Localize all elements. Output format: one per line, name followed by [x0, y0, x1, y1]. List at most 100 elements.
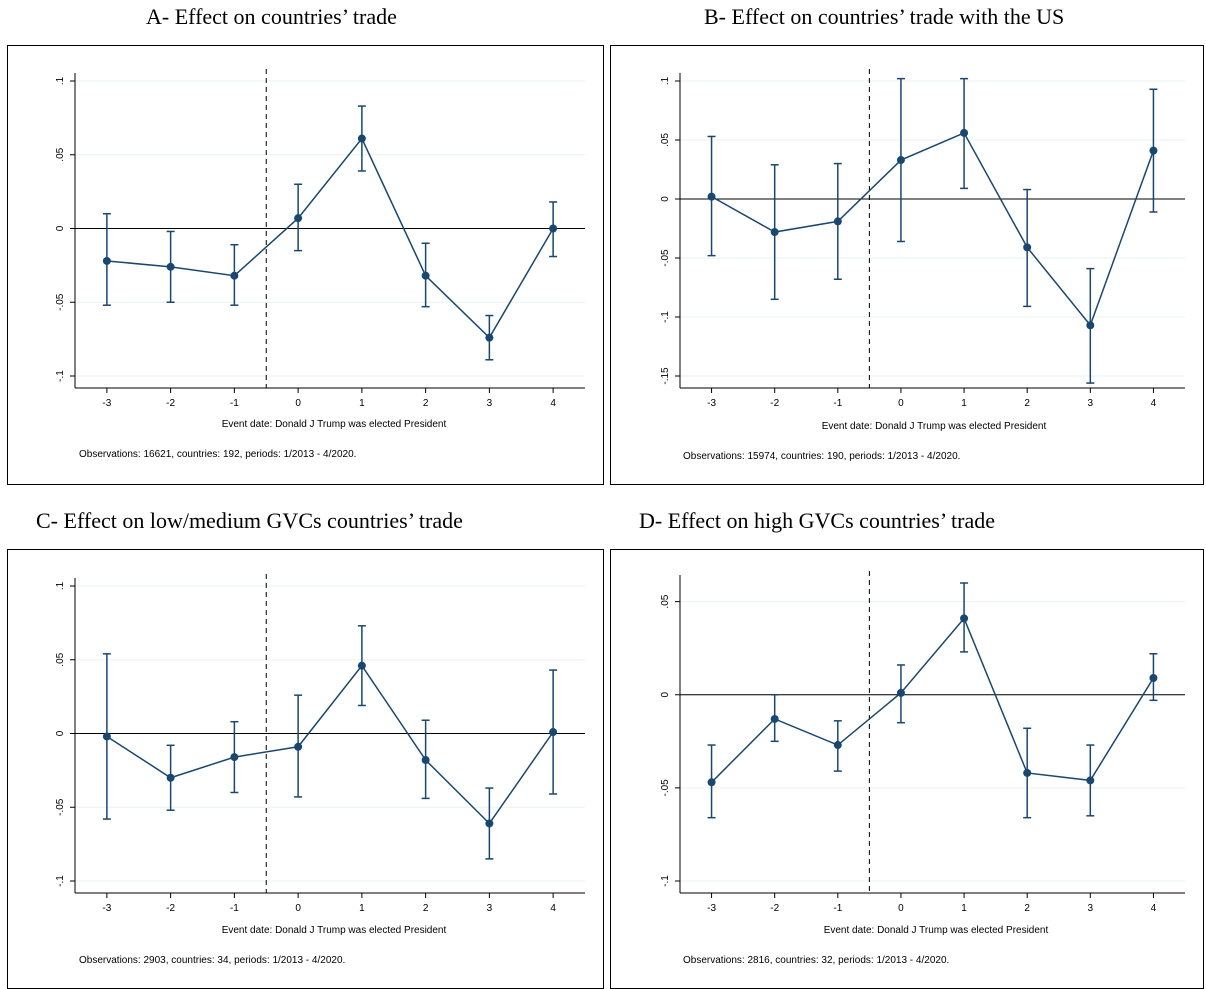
- panel-c-y-tick-label: .05: [55, 652, 66, 666]
- panel-c-xaxis-label: Event date: Donald J Trump was elected P…: [221, 925, 447, 936]
- panel-a-y-tick-label: -.05: [55, 293, 66, 311]
- panel-b-estimate-point: [833, 217, 842, 226]
- panel-b-x-tick-label: -1: [833, 398, 842, 409]
- panel-a-estimate-point: [102, 256, 111, 265]
- panel-a-estimate-point: [421, 271, 430, 280]
- panel-d-estimate-point: [770, 714, 779, 723]
- panel-d-estimate-point: [1023, 768, 1032, 777]
- panel-b-y-tick-label: .1: [660, 76, 671, 85]
- panel-a-estimate-point: [294, 214, 303, 223]
- panel-d-observations-note: Observations: 2816, countries: 32, perio…: [683, 955, 950, 966]
- panel-d-xaxis-label: Event date: Donald J Trump was elected P…: [823, 925, 1049, 936]
- panel-b-y-tick-label: -.1: [660, 311, 671, 323]
- panel-b-estimate-line: [711, 131, 1155, 327]
- panel-d-x-tick-label: 2: [1024, 903, 1030, 914]
- panel-b-estimate-point: [1149, 146, 1158, 155]
- panel-b-frame: [610, 45, 1204, 485]
- panel-d-estimate-point: [896, 688, 905, 697]
- panel-c-x-tick-label: 0: [295, 903, 301, 914]
- panel-a-estimate-point: [166, 262, 175, 271]
- panel-a-x-tick-label: 2: [423, 398, 429, 409]
- panel-d-estimate-point: [1086, 776, 1095, 785]
- panel-c-estimate-point: [102, 732, 111, 741]
- panel-b-x-tick-label: 4: [1151, 398, 1157, 409]
- panel-c-x-tick-label: 2: [423, 903, 429, 914]
- panel-c-estimate-point: [485, 819, 494, 828]
- panel-b-estimate-point: [960, 128, 969, 137]
- panel-b-x-tick-label: -2: [770, 398, 779, 409]
- panel-b-y-tick-label: -.05: [660, 249, 671, 267]
- panel-c-x-tick-label: -2: [166, 903, 175, 914]
- panel-a-y-tick-label: .1: [55, 76, 66, 85]
- panel-d-estimate-point: [960, 614, 969, 623]
- panel-c-y-tick-label: -.05: [55, 798, 66, 816]
- panel-b-estimate-point: [1023, 243, 1032, 252]
- panel-c-x-tick-label: -3: [102, 903, 111, 914]
- panel-a-observations-note: Observations: 16621, countries: 192, per…: [79, 449, 357, 460]
- panel-a-x-tick-label: -1: [230, 398, 239, 409]
- panel-c-title: C- Effect on low/medium GVCs countries’ …: [36, 508, 463, 533]
- panel-a-xaxis-label: Event date: Donald J Trump was elected P…: [221, 419, 447, 430]
- panel-c-x-tick-label: 3: [487, 903, 493, 914]
- panel-c-y-tick-label: .1: [55, 581, 66, 590]
- panel-b-title: B- Effect on countries’ trade with the U…: [704, 4, 1065, 29]
- panel-d-y-tick-label: -.1: [660, 875, 671, 887]
- panel-c-observations-note: Observations: 2903, countries: 34, perio…: [79, 955, 346, 966]
- panel-b-estimate-point: [707, 192, 716, 201]
- panel-c-estimate-point: [166, 773, 175, 782]
- panel-c-y-tick-label: 0: [55, 730, 66, 736]
- panel-b-x-tick-label: 0: [898, 398, 904, 409]
- panel-b-xaxis-label: Event date: Donald J Trump was elected P…: [821, 421, 1047, 432]
- panel-c-estimate-point: [357, 661, 366, 670]
- panel-d-estimate-point: [707, 778, 716, 787]
- panel-c-x-tick-label: -1: [230, 903, 239, 914]
- panel-d-x-tick-label: -1: [833, 903, 842, 914]
- panel-b-x-tick-label: -3: [707, 398, 716, 409]
- panel-d-x-tick-label: -2: [770, 903, 779, 914]
- panel-c-y-tick-label: -.1: [55, 875, 66, 887]
- panel-c-x-tick-label: 1: [359, 903, 365, 914]
- panel-c-estimate-point: [230, 753, 239, 762]
- panel-a-x-tick-label: 0: [295, 398, 301, 409]
- panel-b-estimate-point: [1086, 321, 1095, 330]
- panel-a-x-tick-label: 1: [359, 398, 365, 409]
- panel-a-estimate-point: [230, 271, 239, 280]
- panel-a-y-tick-label: 0: [55, 225, 66, 231]
- panel-b-x-tick-label: 3: [1088, 398, 1094, 409]
- panel-a-x-tick-label: 4: [550, 398, 556, 409]
- panel-b-x-tick-label: 1: [961, 398, 967, 409]
- panel-b-y-tick-label: .05: [660, 133, 671, 147]
- panel-c-estimate-line: [106, 664, 554, 825]
- panel-a-x-tick-label: 3: [487, 398, 493, 409]
- panel-d-estimate-point: [833, 741, 842, 750]
- panel-c-estimate-point: [294, 742, 303, 751]
- panel-d-frame: [610, 549, 1204, 989]
- panel-a-x-tick-label: -3: [102, 398, 111, 409]
- panel-d-estimate-line: [711, 616, 1155, 783]
- panel-a-estimate-point: [485, 333, 494, 342]
- panel-d-x-tick-label: 0: [898, 903, 904, 914]
- panel-a-estimate-point: [549, 224, 558, 233]
- panel-d-y-tick-label: .05: [660, 594, 671, 608]
- panel-b-observations-note: Observations: 15974, countries: 190, per…: [683, 451, 961, 462]
- panel-c-estimate-point: [421, 756, 430, 765]
- panel-a-estimate-point: [357, 134, 366, 143]
- panel-b-y-tick-label: 0: [660, 196, 671, 202]
- panel-d-y-tick-label: 0: [660, 692, 671, 698]
- panel-d-x-tick-label: 1: [961, 903, 967, 914]
- panel-c-x-tick-label: 4: [550, 903, 556, 914]
- panel-a-estimate-line: [106, 137, 554, 339]
- panel-b-estimate-point: [896, 156, 905, 165]
- panel-d-x-tick-label: -3: [707, 903, 716, 914]
- panel-d-y-tick-label: -.05: [660, 779, 671, 797]
- panel-b-x-tick-label: 2: [1024, 398, 1030, 409]
- panel-a-y-tick-label: -.1: [55, 370, 66, 382]
- panel-d-x-tick-label: 3: [1088, 903, 1094, 914]
- panel-a-title: A- Effect on countries’ trade: [146, 4, 397, 29]
- panel-d-estimate-point: [1149, 673, 1158, 682]
- panel-d-x-tick-label: 4: [1151, 903, 1157, 914]
